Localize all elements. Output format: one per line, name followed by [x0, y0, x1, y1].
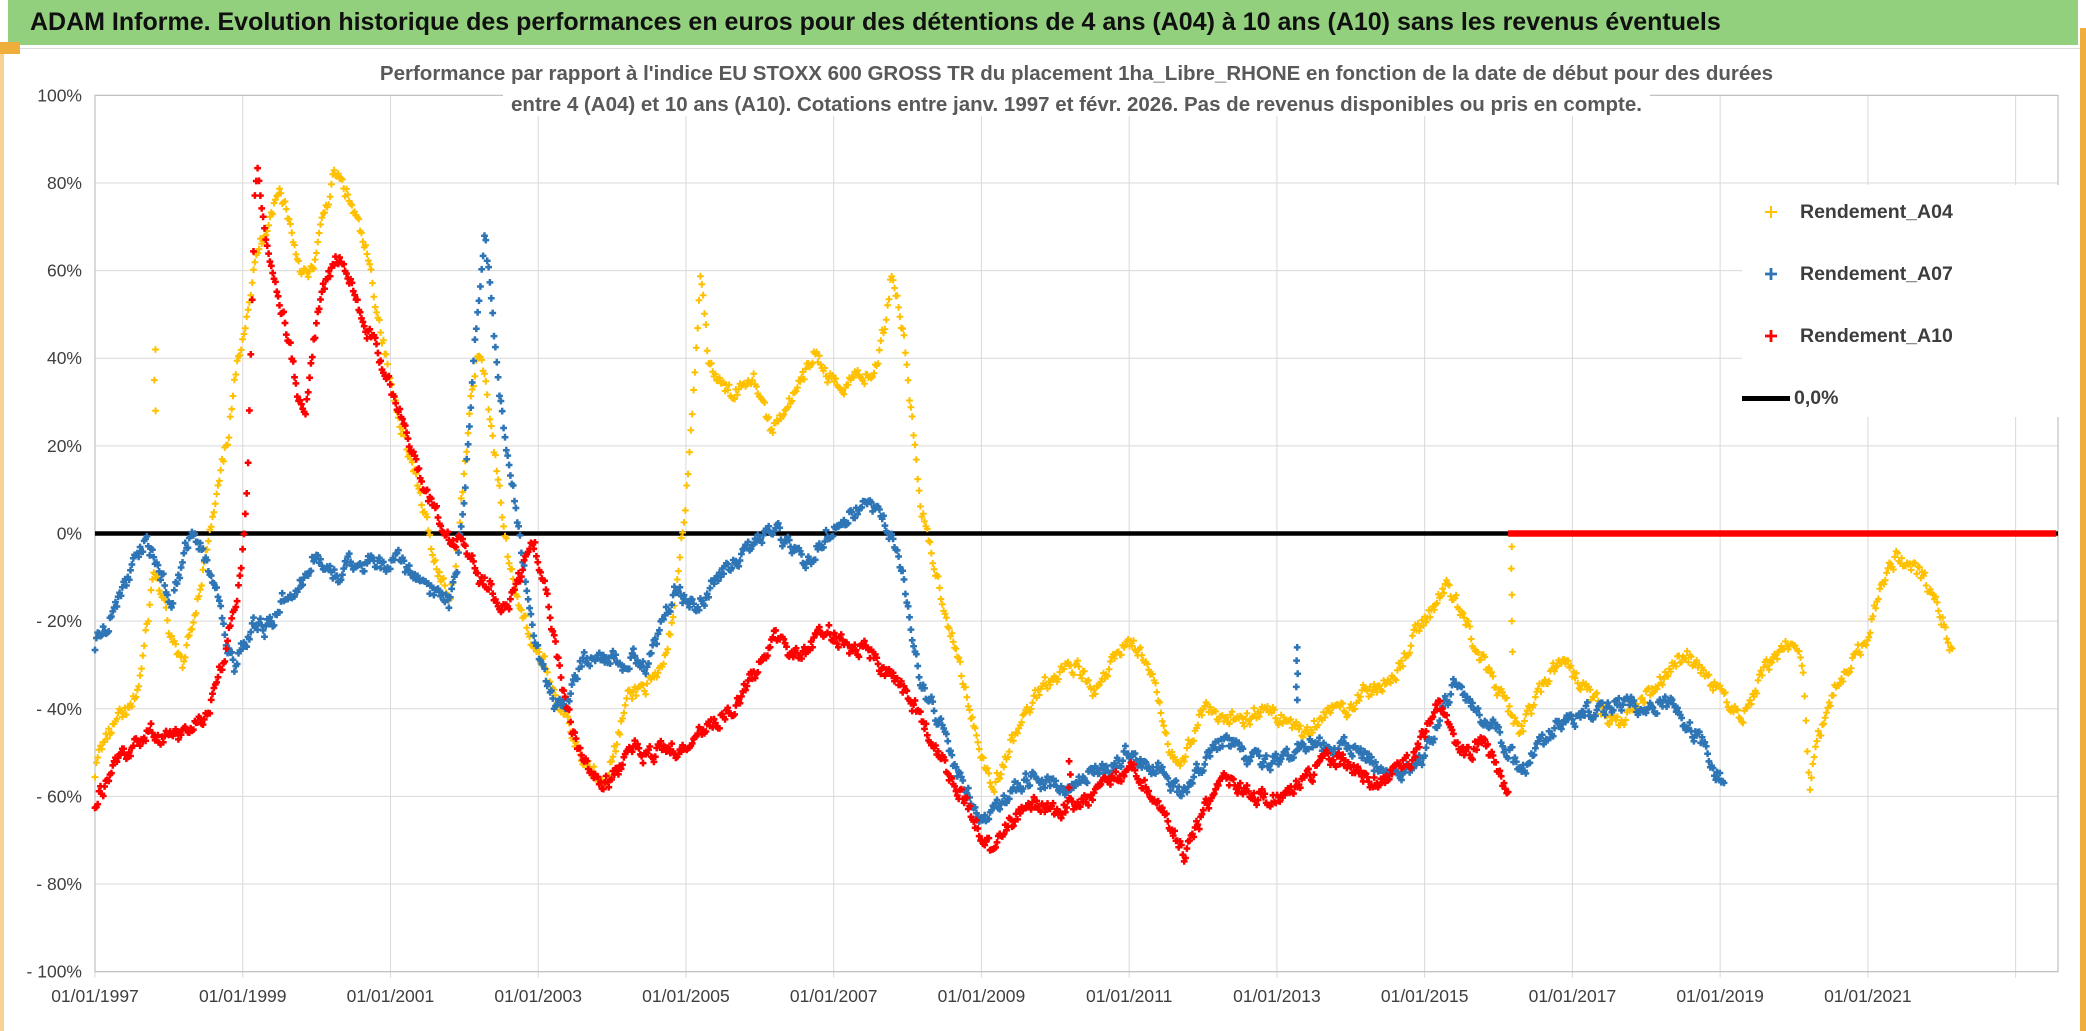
zero-line-icon [1742, 395, 1790, 401]
x-tick-label: 01/01/2011 [1086, 986, 1172, 1006]
plus-marker-blue-icon [1742, 266, 1800, 282]
legend-item-rendement-a07[interactable]: Rendement_A07 [1742, 259, 2060, 289]
x-axis-ticks: 01/01/1997 01/01/1999 01/01/2001 01/01/2003… [51, 986, 1911, 1006]
y-tick-label: - 100% [27, 962, 82, 982]
x-tick-label: 01/01/2001 [347, 986, 435, 1006]
x-tick-label: 01/01/2013 [1233, 986, 1321, 1006]
x-tick-label: 01/01/2021 [1824, 986, 1912, 1006]
x-tick-label: 01/01/2009 [938, 986, 1026, 1006]
x-tick-label: 01/01/2007 [790, 986, 878, 1006]
legend-label: 0,0% [1794, 386, 1839, 409]
legend-label: Rendement_A04 [1800, 200, 1953, 223]
chart-title-line1: Performance par rapport à l'indice EU ST… [95, 62, 2058, 86]
report-header-title: ADAM Informe. Evolution historique des p… [30, 8, 1721, 36]
gold-corner-tab [0, 42, 20, 54]
x-tick-label: 01/01/2005 [642, 986, 730, 1006]
y-tick-label: - 60% [36, 786, 82, 806]
y-tick-label: 80% [47, 173, 82, 193]
x-tick-label: 01/01/2019 [1676, 986, 1764, 1006]
y-tick-label: 20% [47, 436, 82, 456]
chart-legend: Rendement_A04 Rendement_A07 Rendement_A1… [1742, 185, 2060, 417]
y-tick-label: - 40% [36, 699, 82, 719]
y-tick-label: 0% [57, 524, 82, 544]
plus-marker-gold-icon [1742, 204, 1800, 220]
x-tick-label: 01/01/1999 [199, 986, 287, 1006]
legend-item-rendement-a04[interactable]: Rendement_A04 [1742, 197, 2060, 227]
x-tick-label: 01/01/1997 [51, 986, 139, 1006]
x-tick-label: 01/01/2015 [1381, 986, 1469, 1006]
header-divider [0, 48, 2086, 49]
x-tick-label: 01/01/2003 [494, 986, 582, 1006]
series-rendement_a04 [91, 166, 1956, 796]
legend-item-rendement-a10[interactable]: Rendement_A10 [1742, 321, 2060, 351]
legend-item-zero-line[interactable]: 0,0% [1742, 383, 2060, 413]
x-tick-label: 01/01/2017 [1529, 986, 1617, 1006]
legend-label: Rendement_A07 [1800, 262, 1953, 285]
y-axis-ticks: 100% 80% 60% 40% 20% 0% - 20% - 40% - 60% - 80% - … [27, 85, 82, 981]
chart-title-line2: entre 4 (A04) et 10 ans (A10). Cotations… [95, 93, 2058, 117]
series-rendement_a10 [91, 164, 1512, 865]
y-tick-label: 100% [37, 85, 82, 105]
report-header: ADAM Informe. Evolution historique des p… [8, 0, 2078, 45]
y-tick-label: 60% [47, 261, 82, 281]
gold-edge-left [0, 43, 4, 1031]
y-tick-label: 40% [47, 348, 82, 368]
legend-label: Rendement_A10 [1800, 324, 1953, 347]
series-rendement_a07 [91, 232, 1728, 825]
y-tick-label: - 20% [36, 611, 82, 631]
plus-marker-red-icon [1742, 328, 1800, 344]
y-tick-label: - 80% [36, 874, 82, 894]
gold-edge-right [2080, 28, 2086, 1031]
